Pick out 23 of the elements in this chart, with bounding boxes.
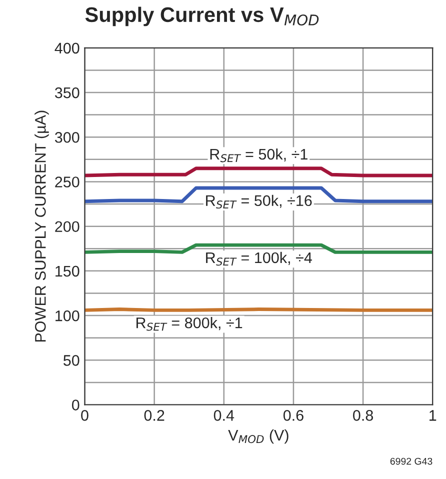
y-tick-label: 200 — [55, 221, 80, 232]
y-tick-label: 400 — [54, 42, 80, 54]
series-label: R$_{SET}$ = 50k, ÷1 — [210, 148, 308, 162]
x-axis-title: V$_{MOD}$ (V) — [228, 429, 288, 444]
series-label: R$_{SET}$ = 800k, ÷1 — [136, 317, 242, 331]
x-tick-label: 0.2 — [144, 410, 164, 421]
x-tick-label: 0 — [81, 410, 88, 421]
y-tick-label: 150 — [56, 266, 80, 277]
y-tick-label: 100 — [56, 310, 80, 322]
y-tick-label: 300 — [54, 132, 80, 143]
x-tick-label: 0.6 — [283, 410, 304, 421]
text: 6992 G43 — [390, 458, 432, 465]
series-label: R$_{SET}$ = 100k, ÷4 — [206, 252, 312, 266]
y-axis-title: POWER SUPPLY CURRENT (µA) — [34, 110, 49, 342]
chart-title: Supply Current vs V$_{MOD}$ — [85, 6, 319, 26]
x-tick-label: 0.8 — [353, 410, 373, 421]
x-tick-label: 1 — [430, 410, 436, 421]
series-label: R$_{SET}$ = 50k, ÷16 — [206, 194, 312, 209]
y-tick-label: 50 — [64, 355, 80, 366]
y-tick-label: 350 — [54, 87, 80, 98]
x-tick-label: 0.4 — [214, 410, 234, 421]
y-tick-label: 250 — [55, 176, 80, 188]
y-tick-label: 0 — [72, 400, 80, 410]
